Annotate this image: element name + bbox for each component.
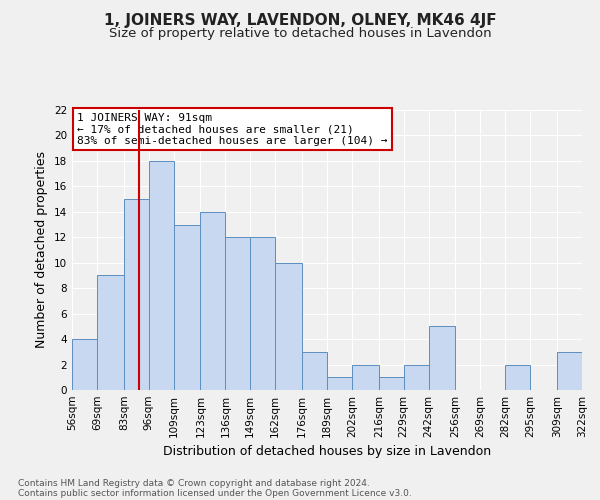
Bar bbox=[275, 262, 302, 390]
Bar bbox=[200, 212, 226, 390]
Bar bbox=[250, 238, 275, 390]
Bar bbox=[352, 364, 379, 390]
Text: Contains public sector information licensed under the Open Government Licence v3: Contains public sector information licen… bbox=[18, 488, 412, 498]
Bar bbox=[327, 378, 352, 390]
Bar bbox=[404, 364, 428, 390]
Y-axis label: Number of detached properties: Number of detached properties bbox=[35, 152, 49, 348]
Text: Contains HM Land Registry data © Crown copyright and database right 2024.: Contains HM Land Registry data © Crown c… bbox=[18, 478, 370, 488]
Bar bbox=[173, 224, 200, 390]
Text: Size of property relative to detached houses in Lavendon: Size of property relative to detached ho… bbox=[109, 28, 491, 40]
Text: 1 JOINERS WAY: 91sqm
← 17% of detached houses are smaller (21)
83% of semi-detac: 1 JOINERS WAY: 91sqm ← 17% of detached h… bbox=[77, 113, 388, 146]
Bar bbox=[379, 378, 404, 390]
X-axis label: Distribution of detached houses by size in Lavendon: Distribution of detached houses by size … bbox=[163, 446, 491, 458]
Bar bbox=[72, 339, 97, 390]
Bar bbox=[97, 276, 124, 390]
Bar bbox=[302, 352, 327, 390]
Text: 1, JOINERS WAY, LAVENDON, OLNEY, MK46 4JF: 1, JOINERS WAY, LAVENDON, OLNEY, MK46 4J… bbox=[104, 12, 496, 28]
Bar bbox=[149, 161, 173, 390]
Bar bbox=[226, 238, 250, 390]
Bar bbox=[505, 364, 530, 390]
Bar bbox=[557, 352, 582, 390]
Bar bbox=[428, 326, 455, 390]
Bar bbox=[124, 199, 149, 390]
